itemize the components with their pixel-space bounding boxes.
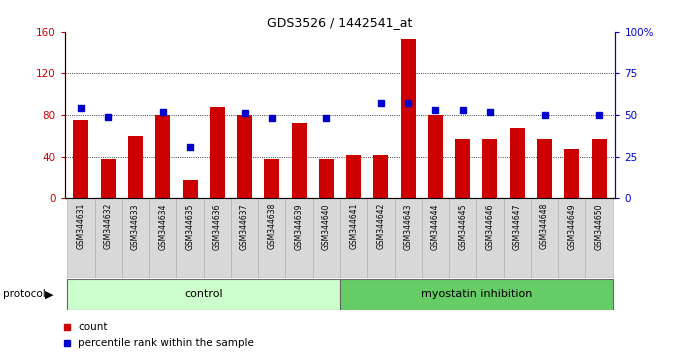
Text: GSM344642: GSM344642 (377, 203, 386, 250)
Text: myostatin inhibition: myostatin inhibition (421, 289, 532, 299)
Bar (401, 39, 415, 198)
Bar (483, 139, 498, 198)
Text: GSM344649: GSM344649 (567, 203, 576, 250)
Bar (558, 198, 585, 278)
Text: percentile rank within the sample: percentile rank within the sample (78, 338, 254, 348)
Bar (95, 198, 122, 278)
Bar (476, 198, 504, 278)
Text: GSM344640: GSM344640 (322, 203, 331, 250)
Text: count: count (78, 322, 108, 332)
Text: protocol: protocol (3, 289, 46, 299)
Text: GSM344639: GSM344639 (294, 203, 303, 250)
Text: GSM344631: GSM344631 (76, 203, 86, 250)
Bar (182, 179, 197, 198)
Bar (564, 149, 579, 198)
Text: GSM344645: GSM344645 (458, 203, 467, 250)
Bar (340, 279, 613, 310)
Bar (122, 198, 149, 278)
Text: control: control (184, 289, 223, 299)
Bar (231, 198, 258, 278)
Bar (73, 120, 88, 198)
Text: GSM344632: GSM344632 (104, 203, 113, 250)
Text: GSM344650: GSM344650 (594, 203, 604, 250)
Bar (265, 159, 279, 198)
Bar (237, 115, 252, 198)
Title: GDS3526 / 1442541_at: GDS3526 / 1442541_at (267, 16, 413, 29)
Bar (176, 198, 204, 278)
Text: GSM344634: GSM344634 (158, 203, 167, 250)
Text: GSM344636: GSM344636 (213, 203, 222, 250)
Text: GSM344646: GSM344646 (486, 203, 494, 250)
Bar (537, 139, 552, 198)
Bar (67, 198, 95, 278)
Bar (210, 107, 225, 198)
Bar (449, 198, 476, 278)
Text: GSM344637: GSM344637 (240, 203, 249, 250)
Bar (367, 198, 394, 278)
Bar (373, 155, 388, 198)
Bar (258, 198, 286, 278)
Bar (428, 115, 443, 198)
Text: GSM344644: GSM344644 (431, 203, 440, 250)
Bar (292, 124, 307, 198)
Text: GSM344638: GSM344638 (267, 203, 276, 250)
Bar (128, 136, 143, 198)
Text: GSM344647: GSM344647 (513, 203, 522, 250)
Bar (67, 279, 340, 310)
Text: GSM344648: GSM344648 (540, 203, 549, 250)
Bar (394, 198, 422, 278)
Bar (319, 159, 334, 198)
Bar (531, 198, 558, 278)
Bar (313, 198, 340, 278)
Bar (346, 155, 361, 198)
Bar (504, 198, 531, 278)
Text: GSM344633: GSM344633 (131, 203, 140, 250)
Bar (585, 198, 613, 278)
Bar (340, 198, 367, 278)
Bar (510, 127, 525, 198)
Text: GSM344641: GSM344641 (349, 203, 358, 250)
Bar (455, 139, 470, 198)
Text: GSM344635: GSM344635 (186, 203, 194, 250)
Text: GSM344643: GSM344643 (404, 203, 413, 250)
Bar (204, 198, 231, 278)
Bar (592, 139, 607, 198)
Bar (155, 115, 170, 198)
Bar (286, 198, 313, 278)
Bar (422, 198, 449, 278)
Bar (101, 159, 116, 198)
Bar (149, 198, 176, 278)
Text: ▶: ▶ (45, 289, 53, 299)
